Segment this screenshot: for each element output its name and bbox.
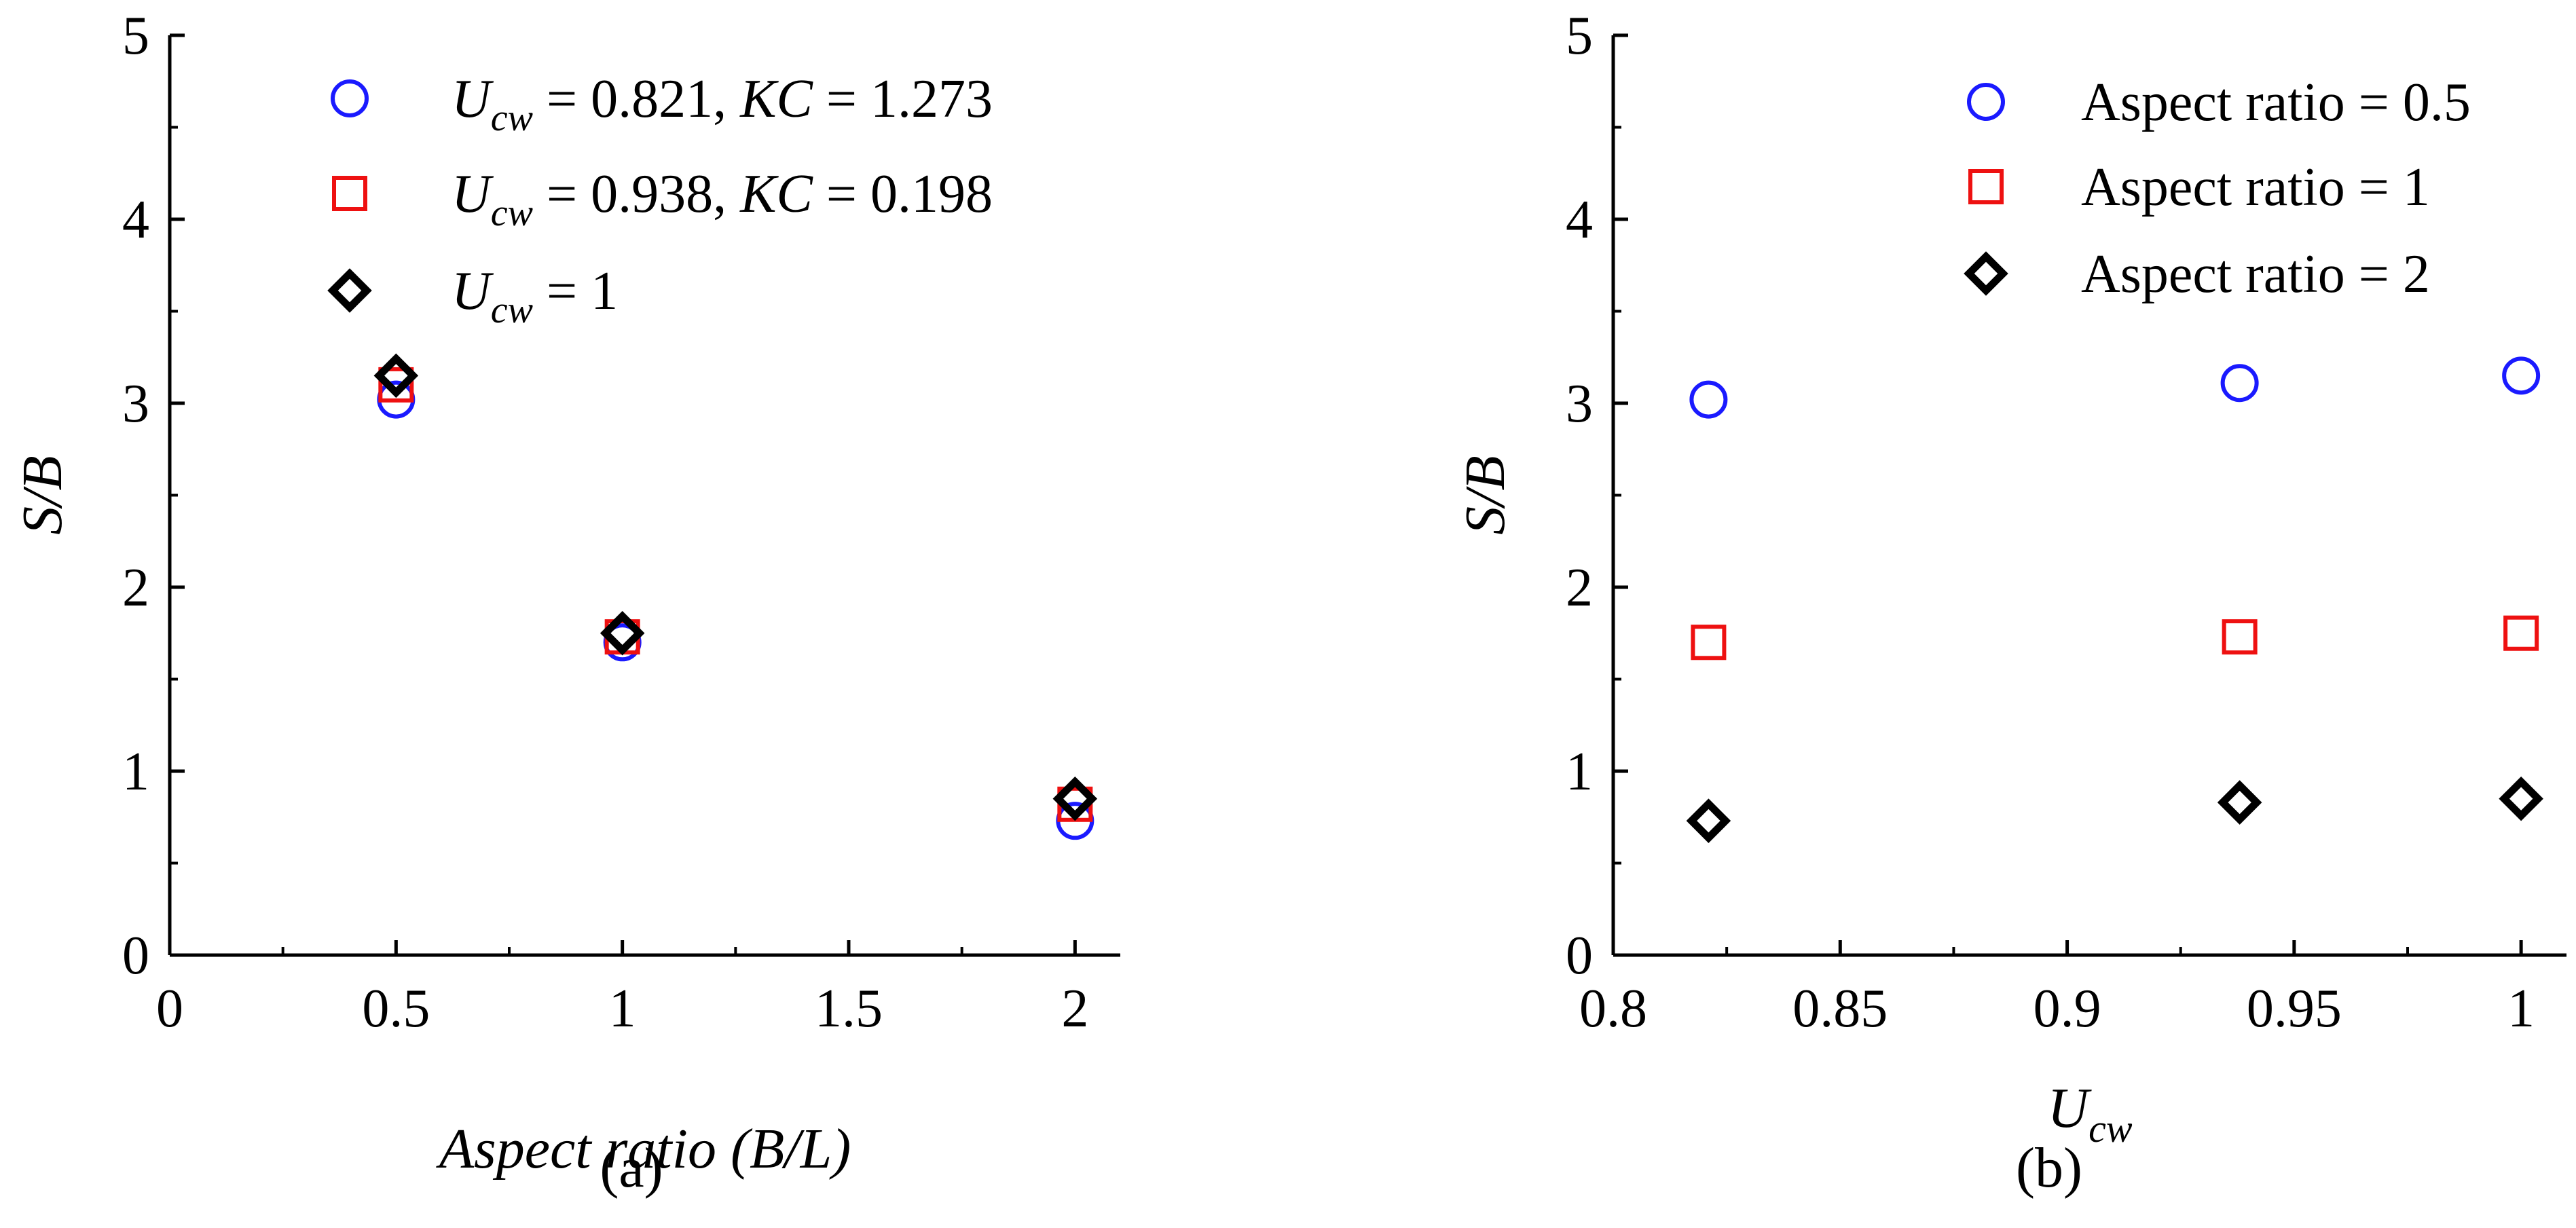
legend-marker [327, 268, 372, 313]
x-tick-label: 0.85 [1792, 979, 1888, 1039]
series-1 [377, 380, 1094, 840]
legend: Ucw = 0.821, KC = 1.273 Ucw = 0.938, KC =… [327, 69, 993, 331]
panel-label: (a) [600, 1136, 663, 1199]
y-tick-label: 0 [1566, 926, 1593, 986]
y-tick-label: 1 [122, 742, 149, 802]
data-point [2503, 615, 2539, 651]
x-tick-label: 1 [2507, 979, 2535, 1039]
y-tick-label: 4 [122, 190, 149, 250]
data-point [600, 610, 645, 656]
data-point [378, 367, 414, 403]
chart-panel-a: 0 1 2 3 4 5 0 0.5 1 1.5 2 S/B Aspect ratio (B/L)(a) U… [11, 6, 1120, 1199]
y-tick-label: 0 [122, 926, 149, 986]
x-tick-label: 1 [609, 979, 636, 1039]
legend-marker [1968, 169, 2004, 204]
y-tick-label: 4 [1566, 190, 1593, 250]
y-tick-label: 1 [1566, 742, 1593, 802]
x-tick-label: 1.5 [815, 979, 883, 1039]
data-point [1689, 380, 1728, 419]
x-axis-label: Aspect ratio (B/L) [436, 1117, 851, 1180]
x-tick-label: 2 [1061, 979, 1088, 1039]
data-point [1686, 798, 1731, 843]
legend-marker [1967, 83, 2005, 121]
data-point [1052, 776, 1098, 821]
y-tick-label: 3 [122, 374, 149, 434]
x-axis-label: Ucw [2047, 1077, 2132, 1151]
x-tick-label: 0.5 [362, 979, 430, 1039]
series-1 [1689, 356, 2541, 419]
legend-label: Aspect ratio = 1 [2081, 157, 2430, 217]
data-point [373, 353, 419, 398]
legend-marker [332, 176, 367, 211]
x-tick-label: 0 [156, 979, 183, 1039]
x-tick-label: 0.95 [2247, 979, 2342, 1039]
panel-label: (b) [2016, 1136, 2082, 1199]
x-tick-label: 0.8 [1579, 979, 1647, 1039]
y-tick-label: 2 [1566, 558, 1593, 618]
data-point [2217, 780, 2262, 825]
data-point [2220, 364, 2259, 403]
legend-label: Ucw = 1 [452, 261, 618, 331]
legend-label: Ucw = 0.821, KC = 1.273 [452, 69, 993, 139]
y-axis-label: S/B [11, 455, 74, 535]
y-tick-label: 5 [122, 6, 149, 66]
series-2 [378, 367, 1093, 822]
legend-label: Aspect ratio = 0.5 [2081, 73, 2471, 132]
series-3 [373, 353, 1098, 821]
series-2 [1691, 615, 2539, 660]
legend-label: Aspect ratio = 2 [2081, 244, 2430, 304]
y-tick-label: 3 [1566, 374, 1593, 434]
legend: Aspect ratio = 0.5 Aspect ratio = 1 Aspect… [1964, 73, 2471, 304]
y-axis-label: S/B [1454, 455, 1517, 535]
x-tick-label: 0.9 [2034, 979, 2101, 1039]
data-point [1691, 625, 1727, 660]
data-point [2499, 776, 2543, 821]
legend-marker [1964, 251, 2008, 296]
data-point [2502, 356, 2541, 395]
series-3 [1686, 776, 2543, 843]
data-point [2222, 619, 2258, 655]
y-tick-label: 5 [1566, 6, 1593, 66]
legend-marker [331, 79, 369, 117]
y-tick-label: 2 [122, 558, 149, 618]
legend-label: Ucw = 0.938, KC = 0.198 [452, 164, 993, 234]
chart-panel-b: 0 1 2 3 4 5 0.8 0.85 0.9 0.95 1 S/B Ucw(b) Aspect rat… [1454, 6, 2566, 1199]
